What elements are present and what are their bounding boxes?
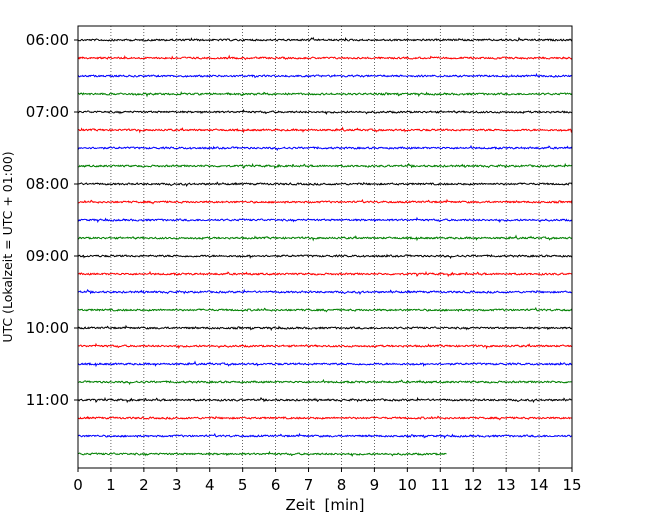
trace-line xyxy=(77,306,573,313)
y-tick-label: 09:00 xyxy=(26,247,69,265)
trace-line xyxy=(77,396,573,404)
x-tick-label: 5 xyxy=(238,476,248,494)
x-tick-label: 14 xyxy=(530,476,549,494)
plot-background xyxy=(78,26,572,468)
y-tick-label: 07:00 xyxy=(26,103,69,121)
trace-line xyxy=(77,198,573,205)
y-axis: 06:00 07:00 08:00 09:00 10:00 11:00 xyxy=(26,31,78,409)
trace-line xyxy=(77,144,573,152)
trace-line xyxy=(77,342,572,350)
trace-group xyxy=(77,36,573,457)
x-tick-label: 6 xyxy=(271,476,281,494)
trace-line xyxy=(77,162,573,170)
y-tick-label: 10:00 xyxy=(26,319,69,337)
trace-line xyxy=(77,108,573,115)
trace-line xyxy=(77,91,573,98)
x-tick-label: 12 xyxy=(464,476,483,494)
x-tick-label: 7 xyxy=(304,476,314,494)
trace-line xyxy=(77,253,573,260)
x-tick-label: 15 xyxy=(562,476,581,494)
x-axis-title: Zeit [min] xyxy=(285,496,364,514)
x-tick-label: 3 xyxy=(172,476,182,494)
x-tick-label: 2 xyxy=(139,476,149,494)
trace-line xyxy=(77,288,573,295)
trace-line xyxy=(77,216,573,224)
y-axis-title: UTC (Lokalzeit = UTC + 01:00) xyxy=(0,151,15,342)
trace-line xyxy=(77,450,447,457)
trace-line xyxy=(77,54,573,61)
x-axis: 0 1 2 3 4 5 6 7 8 9 10 11 12 13 14 15 xyxy=(73,468,582,494)
y-tick-label: 06:00 xyxy=(26,31,69,49)
trace-line xyxy=(77,72,573,79)
x-tick-label: 9 xyxy=(370,476,380,494)
trace-line xyxy=(77,415,572,421)
trace-line xyxy=(77,234,573,242)
trace-line xyxy=(77,181,573,187)
y-tick-label: 11:00 xyxy=(26,391,69,409)
plot-frame xyxy=(77,25,573,469)
x-tick-label: 10 xyxy=(398,476,417,494)
x-tick-label: 8 xyxy=(337,476,347,494)
trace-line xyxy=(77,270,573,278)
x-tick-label: 1 xyxy=(106,476,116,494)
x-tick-label: 4 xyxy=(205,476,215,494)
x-tick-label: 13 xyxy=(497,476,516,494)
trace-line xyxy=(77,360,573,368)
trace-line xyxy=(77,432,572,440)
x-tick-label: 0 xyxy=(73,476,83,494)
x-tick-label: 11 xyxy=(431,476,450,494)
trace-line xyxy=(77,36,573,42)
trace-line xyxy=(77,126,573,134)
trace-line xyxy=(77,378,572,386)
trace-line xyxy=(77,324,573,332)
y-tick-label: 08:00 xyxy=(26,175,69,193)
